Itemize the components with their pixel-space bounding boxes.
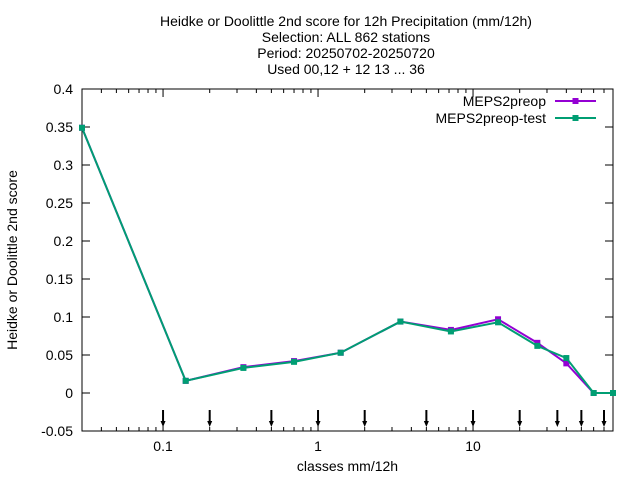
x-tick-label: 1: [314, 438, 322, 454]
threshold-arrow: [207, 410, 213, 427]
title-line: Period: 20250702-20250720: [257, 45, 435, 61]
threshold-arrow: [470, 410, 476, 427]
plot-frame: [81, 88, 614, 432]
y-tick-label: 0.3: [54, 157, 74, 173]
threshold-arrow: [362, 410, 368, 427]
y-tick-label: 0: [65, 385, 73, 401]
threshold-arrow: [601, 410, 607, 427]
data-point: [240, 364, 247, 371]
data-point: [495, 316, 502, 323]
data-point: [590, 390, 597, 396]
legend-label: MEPS2preop-test: [436, 110, 547, 126]
data-point: [534, 342, 541, 349]
y-axis-label: Heidke or Doolittle 2nd score: [4, 170, 20, 350]
y-tick-label: -0.05: [41, 423, 73, 439]
threshold-arrow: [315, 410, 321, 427]
x-axis: 0.1 1 10: [81, 89, 614, 454]
y-tick-label: 0.2: [54, 233, 74, 249]
legend-label: MEPS2preop: [463, 93, 546, 109]
title-line: Heidke or Doolittle 2nd score for 12h Pr…: [160, 13, 532, 29]
threshold-arrow: [578, 410, 584, 427]
data-point: [447, 328, 454, 335]
series-group: [79, 124, 616, 396]
y-tick-label: 0.15: [46, 271, 73, 287]
y-tick-label: 0.1: [54, 309, 74, 325]
threshold-arrow: [423, 410, 429, 427]
data-point: [79, 124, 85, 131]
y-tick-label: 0.4: [54, 81, 74, 97]
threshold-arrow: [517, 410, 523, 427]
series-2: [79, 124, 616, 396]
title-line: Selection: ALL 862 stations: [262, 29, 430, 45]
x-tick-label: 0.1: [153, 438, 173, 454]
threshold-arrow: [268, 410, 274, 427]
x-tick-label: 10: [465, 438, 481, 454]
y-tick-label: 0.25: [46, 195, 73, 211]
y-tick-label: 0.35: [46, 119, 73, 135]
legend-swatch-marker: [572, 98, 579, 104]
threshold-arrows: [160, 410, 607, 427]
data-point: [397, 318, 404, 325]
title-line: Used 00,12 + 12 13 ... 36: [267, 61, 425, 77]
legend-swatch-marker: [572, 115, 579, 121]
threshold-arrow: [160, 410, 166, 427]
data-point: [495, 319, 502, 326]
data-point: [534, 339, 541, 346]
x-axis-label: classes mm/12h: [297, 458, 398, 474]
data-point: [182, 377, 189, 384]
data-point: [563, 360, 570, 367]
data-point: [291, 358, 298, 365]
y-tick-label: 0.05: [46, 347, 73, 363]
data-point: [563, 355, 570, 362]
series-line: [81, 127, 613, 394]
series-line: [81, 127, 613, 394]
series-1: [79, 124, 616, 396]
y-axis: -0.05 0 0.05 0.1 0.15 0.2 0.25 0.3 0.35 0.4: [41, 81, 613, 439]
data-point: [610, 390, 616, 396]
chart-title: Heidke or Doolittle 2nd score for 12h Pr…: [160, 13, 532, 77]
threshold-arrow: [554, 410, 560, 427]
data-point: [337, 349, 344, 356]
